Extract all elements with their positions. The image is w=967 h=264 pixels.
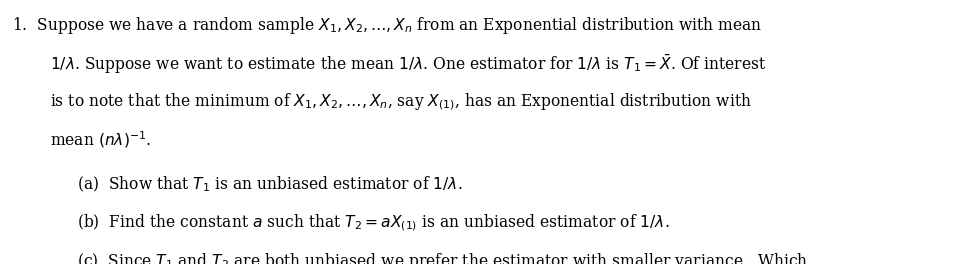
Text: mean $(n\lambda)^{-1}$.: mean $(n\lambda)^{-1}$. bbox=[50, 129, 152, 150]
Text: (a)  Show that $T_1$ is an unbiased estimator of $1/\lambda$.: (a) Show that $T_1$ is an unbiased estim… bbox=[77, 174, 463, 194]
Text: 1.  Suppose we have a random sample $X_1, X_2, \ldots, X_n$ from an Exponential : 1. Suppose we have a random sample $X_1,… bbox=[12, 15, 762, 36]
Text: $1/\lambda$. Suppose we want to estimate the mean $1/\lambda$. One estimator for: $1/\lambda$. Suppose we want to estimate… bbox=[50, 53, 767, 76]
Text: (c)  Since $T_1$ and $T_2$ are both unbiased we prefer the estimator with smalle: (c) Since $T_1$ and $T_2$ are both unbia… bbox=[77, 251, 808, 264]
Text: is to note that the minimum of $X_1, X_2, \ldots, X_n$, say $X_{(1)}$, has an Ex: is to note that the minimum of $X_1, X_2… bbox=[50, 91, 752, 112]
Text: (b)  Find the constant $a$ such that $T_2 = aX_{(1)}$ is an unbiased estimator o: (b) Find the constant $a$ such that $T_2… bbox=[77, 213, 670, 233]
